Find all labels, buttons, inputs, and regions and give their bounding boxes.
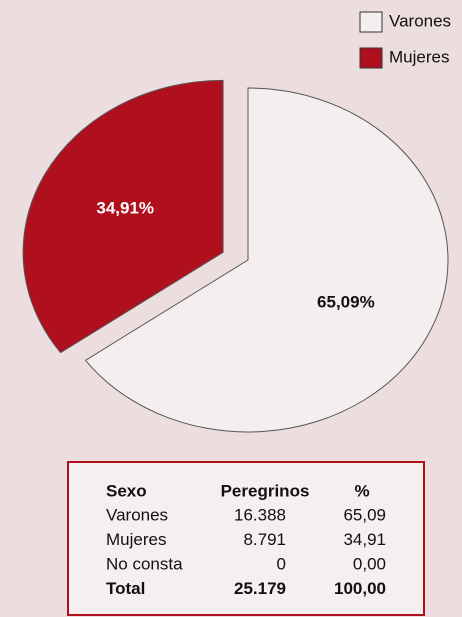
table-cell: 34,91 <box>343 530 386 549</box>
table-cell: 8.791 <box>243 530 286 549</box>
table-cell: Sexo <box>106 481 147 500</box>
legend-swatch <box>359 47 383 69</box>
table-cell: 0,00 <box>353 554 386 573</box>
legend-swatch <box>359 11 383 33</box>
table-cell: 0 <box>277 554 286 573</box>
legend-label: Varones <box>389 11 451 30</box>
legend-label: Mujeres <box>389 47 449 66</box>
slice-label: 34,91% <box>96 199 154 218</box>
table-cell: 25.179 <box>234 579 286 598</box>
table-cell: 16.388 <box>234 505 286 524</box>
table-cell: 65,09 <box>343 505 386 524</box>
table-cell: Total <box>106 579 145 598</box>
table-cell: 100,00 <box>334 579 386 598</box>
table-box <box>67 461 425 616</box>
table-cell: % <box>354 481 369 500</box>
pie-slice <box>84 87 449 433</box>
table-cell: No consta <box>106 554 183 573</box>
table-cell: Mujeres <box>106 530 166 549</box>
slice-label: 65,09% <box>317 293 375 312</box>
table-cell: Varones <box>106 505 168 524</box>
table-cell: Peregrinos <box>221 481 310 500</box>
pie-slice <box>22 79 224 354</box>
